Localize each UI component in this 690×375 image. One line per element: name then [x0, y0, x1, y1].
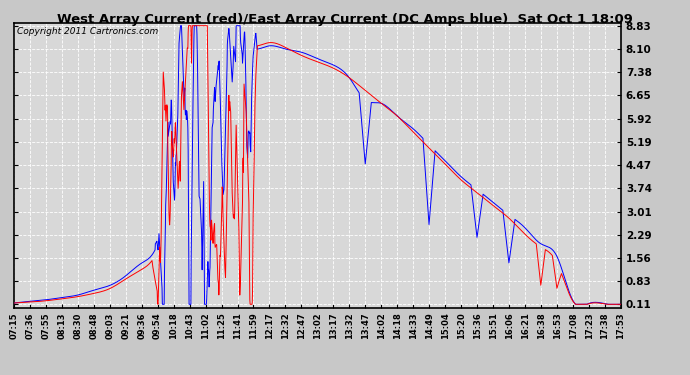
Text: Copyright 2011 Cartronics.com: Copyright 2011 Cartronics.com	[17, 27, 158, 36]
Text: West Array Current (red)/East Array Current (DC Amps blue)  Sat Oct 1 18:09: West Array Current (red)/East Array Curr…	[57, 13, 633, 26]
